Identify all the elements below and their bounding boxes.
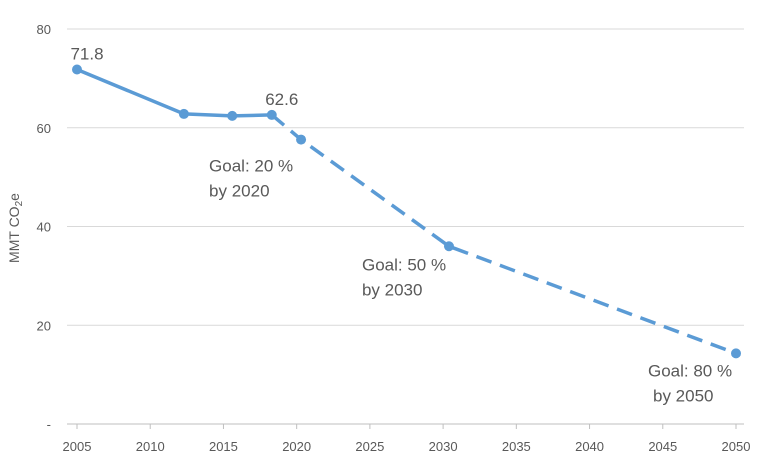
x-tick-label: 2015	[209, 439, 238, 454]
x-tick-label: 2005	[63, 439, 92, 454]
data-point	[227, 110, 238, 121]
x-tick-label: 2025	[355, 439, 384, 454]
data-label: 62.6	[265, 90, 298, 109]
y-tick-label: 60	[37, 121, 51, 136]
y-tick-label: 80	[37, 22, 51, 37]
goal-annotation-line: Goal: 80 %	[648, 361, 732, 380]
data-point	[443, 241, 454, 252]
y-tick-label: 20	[37, 318, 51, 333]
goal-annotation-line: by 2020	[209, 182, 270, 201]
y-axis-title-subscript: 2	[14, 200, 25, 206]
x-tick-label: 2050	[722, 439, 751, 454]
data-point	[731, 348, 741, 359]
data-point	[72, 64, 82, 75]
data-markers	[72, 64, 741, 359]
data-labels: 71.8 62.6	[70, 44, 298, 108]
y-axis-title-suffix: e	[6, 193, 22, 201]
projected-emissions-line	[270, 113, 737, 356]
x-tick-label: 2035	[502, 439, 531, 454]
goal-annotation: Goal: 50 % by 2030	[362, 255, 446, 299]
x-tick-label: 2010	[136, 439, 165, 454]
goal-annotation: Goal: 80 % by 2050	[648, 361, 732, 405]
data-point	[178, 108, 189, 119]
y-tick-label: 40	[37, 220, 51, 235]
x-tick-label: 2045	[648, 439, 677, 454]
series-lines	[76, 67, 737, 356]
gridlines	[67, 28, 744, 326]
data-label: 71.8	[70, 44, 103, 63]
x-tick-label: 2020	[282, 439, 311, 454]
data-point	[296, 134, 307, 145]
x-tick-label: 2030	[429, 439, 458, 454]
y-axis-title: MMT CO2e	[6, 193, 25, 263]
x-tick-label: 2040	[575, 439, 604, 454]
goal-annotation-line: by 2030	[362, 280, 423, 299]
goal-annotation: Goal: 20 % by 2020	[209, 157, 293, 201]
historical-emissions-line	[76, 67, 272, 118]
goal-annotation-line: Goal: 50 %	[362, 255, 446, 274]
data-point	[266, 109, 277, 120]
goal-annotation-line: Goal: 20 %	[209, 157, 293, 176]
y-axis-title-main: MMT CO	[6, 206, 22, 263]
goal-annotation-line: by 2050	[653, 386, 714, 405]
y-tick-label: -	[47, 417, 51, 432]
